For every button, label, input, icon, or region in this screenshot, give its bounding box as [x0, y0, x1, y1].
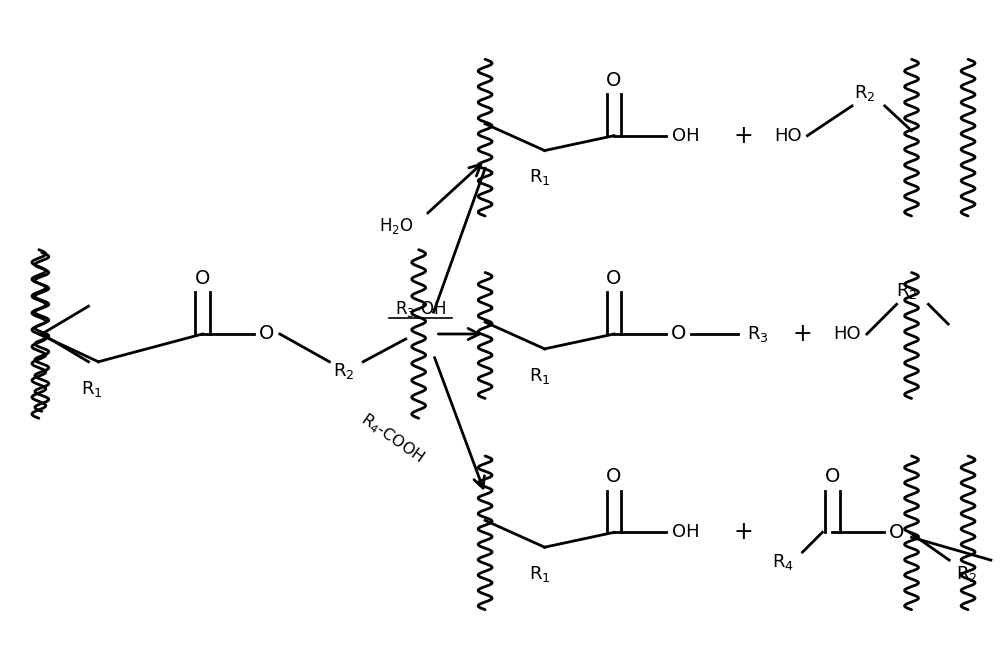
Text: O: O	[606, 71, 622, 89]
Text: R$_1$: R$_1$	[529, 564, 550, 584]
Text: R$_1$: R$_1$	[529, 366, 550, 386]
Text: O: O	[825, 468, 840, 486]
Text: O: O	[606, 468, 622, 486]
Text: R$_2$: R$_2$	[896, 281, 917, 301]
Text: R$_4$-COOH: R$_4$-COOH	[357, 410, 428, 467]
Text: R$_3$: R$_3$	[747, 324, 769, 344]
Text: OH: OH	[672, 127, 699, 145]
Text: O: O	[195, 269, 210, 288]
Text: O: O	[889, 523, 904, 542]
Text: HO: HO	[774, 127, 801, 145]
Text: R$_2$: R$_2$	[854, 83, 876, 103]
Text: +: +	[793, 322, 812, 346]
Text: R$_1$: R$_1$	[529, 167, 550, 187]
Text: HO: HO	[833, 325, 861, 343]
Text: R$_2$: R$_2$	[333, 361, 354, 381]
Text: R$_2$: R$_2$	[956, 564, 978, 584]
Text: R$_4$: R$_4$	[772, 552, 794, 572]
Text: +: +	[733, 123, 753, 147]
Text: R$_1$: R$_1$	[81, 379, 102, 399]
Text: O: O	[259, 325, 275, 344]
Text: +: +	[733, 520, 753, 544]
Text: O: O	[671, 325, 686, 344]
Text: R$_3$-OH: R$_3$-OH	[395, 299, 446, 319]
Text: H$_2$O: H$_2$O	[379, 216, 413, 236]
Text: O: O	[606, 269, 622, 288]
Text: OH: OH	[672, 524, 699, 542]
